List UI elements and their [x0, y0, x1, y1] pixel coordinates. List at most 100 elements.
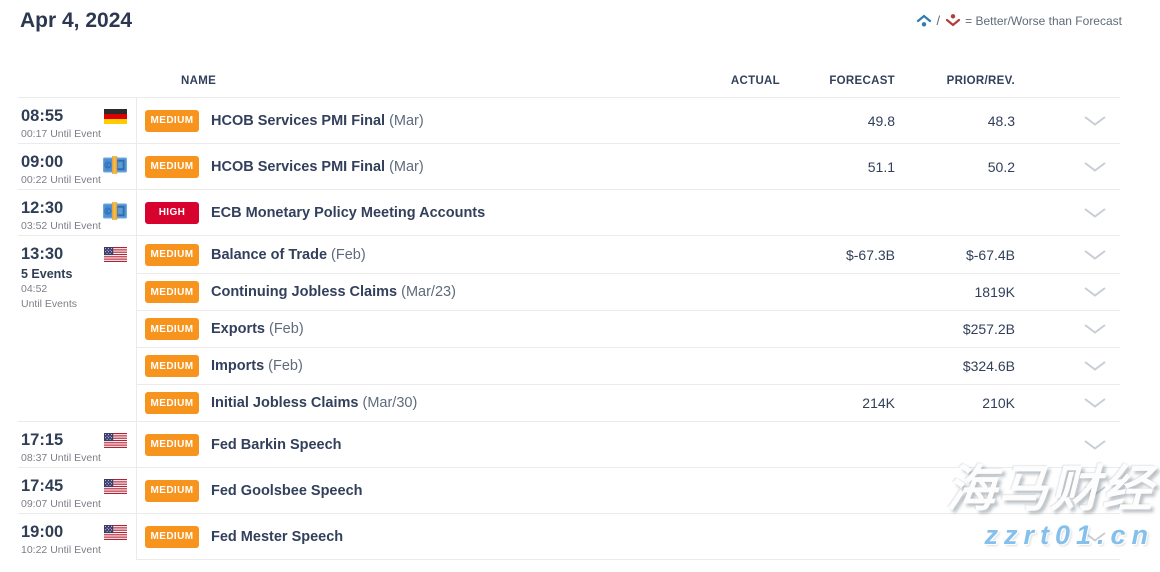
column-header-actual: ACTUAL: [730, 75, 780, 87]
event-name[interactable]: ECB Monetary Policy Meeting Accounts: [211, 204, 486, 221]
economic-calendar-table: NAME ACTUAL FORECAST PRIOR/REV. 08:55 00…: [18, 75, 1120, 560]
event-name[interactable]: HCOB Services PMI Final (Mar): [211, 112, 424, 129]
importance-badge: MEDIUM: [145, 392, 199, 414]
event-row[interactable]: MEDIUM Fed Goolsbee Speech: [137, 468, 1120, 513]
time-block: 17:45 09:07 Until Event MEDIUM Fed Gools…: [18, 467, 1120, 513]
time-cell: 13:30 5 Events 04:52 Until Events: [18, 236, 137, 421]
event-row[interactable]: MEDIUM Fed Barkin Speech: [137, 422, 1120, 467]
legend-text: = Better/Worse than Forecast: [965, 13, 1122, 28]
event-period: (Mar/30): [362, 395, 418, 411]
event-name[interactable]: Exports (Feb): [211, 321, 304, 337]
time-block: 19:00 10:22 Until Event MEDIUM Fed Meste…: [18, 513, 1120, 560]
germany-flag-icon: [104, 109, 127, 124]
time-block: 09:00 00:22 Until Event MEDIUM HCOB Serv…: [18, 143, 1120, 189]
expand-row-button[interactable]: [1015, 207, 1120, 218]
chevron-down-icon: [1084, 439, 1106, 450]
event-name[interactable]: Fed Barkin Speech: [211, 436, 342, 453]
forecast-value: 51.1: [867, 158, 895, 175]
event-name[interactable]: Continuing Jobless Claims (Mar/23): [211, 284, 456, 300]
expand-row-button[interactable]: [1015, 439, 1120, 450]
importance-badge: MEDIUM: [145, 433, 199, 456]
importance-badge: MEDIUM: [145, 109, 199, 132]
countdown-label: 03:52 Until Event: [21, 220, 101, 232]
event-name[interactable]: Balance of Trade (Feb): [211, 246, 366, 263]
event-row[interactable]: MEDIUM HCOB Services PMI Final (Mar) 51.1…: [137, 144, 1120, 189]
time-block: 08:55 00:17 Until Event MEDIUM HCOB Serv…: [18, 97, 1120, 143]
chevron-down-icon: [1084, 249, 1106, 260]
page-title: Apr 4, 2024: [20, 9, 133, 32]
chevron-down-icon: [1084, 207, 1106, 218]
column-header-forecast: FORECAST: [829, 75, 895, 87]
euro-area-flag-icon: [102, 155, 128, 175]
countdown-label: 10:22 Until Event: [21, 544, 101, 556]
prior-value: 1819K: [974, 284, 1015, 300]
chevron-down-icon: [1084, 115, 1106, 126]
event-name[interactable]: Initial Jobless Claims (Mar/30): [211, 395, 418, 411]
event-time: 17:45: [21, 477, 64, 495]
time-cell: 12:30 03:52 Until Event: [18, 190, 137, 235]
expand-row-button[interactable]: [1015, 361, 1120, 371]
euro-area-flag-icon: [102, 201, 128, 221]
countdown-label: 00:22 Until Event: [21, 174, 101, 186]
event-row[interactable]: MEDIUM HCOB Services PMI Final (Mar) 49.8…: [137, 98, 1120, 143]
expand-row-button[interactable]: [1015, 115, 1120, 126]
event-time: 08:55: [21, 107, 64, 125]
worse-than-forecast-icon: [945, 13, 961, 28]
event-row[interactable]: MEDIUM Initial Jobless Claims (Mar/30) 21…: [137, 384, 1120, 421]
united-states-flag-icon: [104, 479, 127, 494]
chevron-down-icon: [1084, 361, 1106, 371]
event-time: 17:15: [21, 431, 64, 449]
events-count-label: 5 Events: [21, 267, 73, 281]
chevron-down-icon: [1084, 324, 1106, 334]
chevron-down-icon: [1084, 531, 1106, 542]
event-time: 19:00: [21, 523, 64, 541]
event-name[interactable]: Fed Goolsbee Speech: [211, 482, 363, 499]
chevron-down-icon: [1084, 485, 1106, 496]
forecast-value: 214K: [862, 395, 895, 411]
event-row[interactable]: MEDIUM Balance of Trade (Feb) $-67.3B $-6…: [137, 236, 1120, 273]
expand-row-button[interactable]: [1015, 287, 1120, 297]
expand-row-button[interactable]: [1015, 531, 1120, 542]
time-cell: 17:45 09:07 Until Event: [18, 468, 137, 513]
event-name[interactable]: Imports (Feb): [211, 358, 303, 374]
event-row[interactable]: MEDIUM Continuing Jobless Claims (Mar/23)…: [137, 273, 1120, 310]
event-time: 13:30: [21, 245, 64, 263]
column-header-name: NAME: [181, 75, 217, 87]
importance-badge: MEDIUM: [145, 525, 199, 548]
chevron-down-icon: [1084, 398, 1106, 408]
forecast-legend: / = Better/Worse than Forecast: [916, 13, 1122, 28]
importance-badge: MEDIUM: [145, 243, 199, 266]
expand-row-button[interactable]: [1015, 161, 1120, 172]
event-period: (Feb): [331, 246, 366, 263]
legend-separator: /: [936, 13, 941, 28]
event-period: (Mar/23): [401, 284, 456, 300]
event-name[interactable]: Fed Mester Speech: [211, 528, 344, 545]
time-block: 13:30 5 Events 04:52 Until Events MEDIUM…: [18, 235, 1120, 421]
prior-value: $257.2B: [962, 321, 1015, 337]
expand-row-button[interactable]: [1015, 485, 1120, 496]
expand-row-button[interactable]: [1015, 249, 1120, 260]
countdown-sub-label: Until Events: [21, 298, 78, 310]
event-row[interactable]: MEDIUM Fed Mester Speech: [137, 514, 1120, 559]
importance-badge: MEDIUM: [145, 355, 199, 377]
expand-row-button[interactable]: [1015, 324, 1120, 334]
countdown-label: 08:37 Until Event: [21, 452, 101, 464]
prior-value: 48.3: [987, 112, 1015, 129]
event-row[interactable]: MEDIUM Imports (Feb) $324.6B: [137, 347, 1120, 384]
chevron-down-icon: [1084, 287, 1106, 297]
importance-badge: HIGH: [145, 201, 199, 224]
table-header-row: NAME ACTUAL FORECAST PRIOR/REV.: [18, 75, 1120, 97]
event-name[interactable]: HCOB Services PMI Final (Mar): [211, 158, 424, 175]
time-cell: 08:55 00:17 Until Event: [18, 98, 137, 143]
united-states-flag-icon: [104, 525, 127, 540]
event-period: (Feb): [268, 358, 303, 374]
forecast-value: 49.8: [867, 112, 895, 129]
event-row[interactable]: HIGH ECB Monetary Policy Meeting Account…: [137, 190, 1120, 235]
event-period: (Mar): [389, 158, 424, 175]
prior-value: $324.6B: [962, 358, 1015, 374]
event-row[interactable]: MEDIUM Exports (Feb) $257.2B: [137, 310, 1120, 347]
united-states-flag-icon: [104, 247, 127, 262]
importance-badge: MEDIUM: [145, 155, 199, 178]
prior-value: 210K: [982, 395, 1015, 411]
expand-row-button[interactable]: [1015, 398, 1120, 408]
